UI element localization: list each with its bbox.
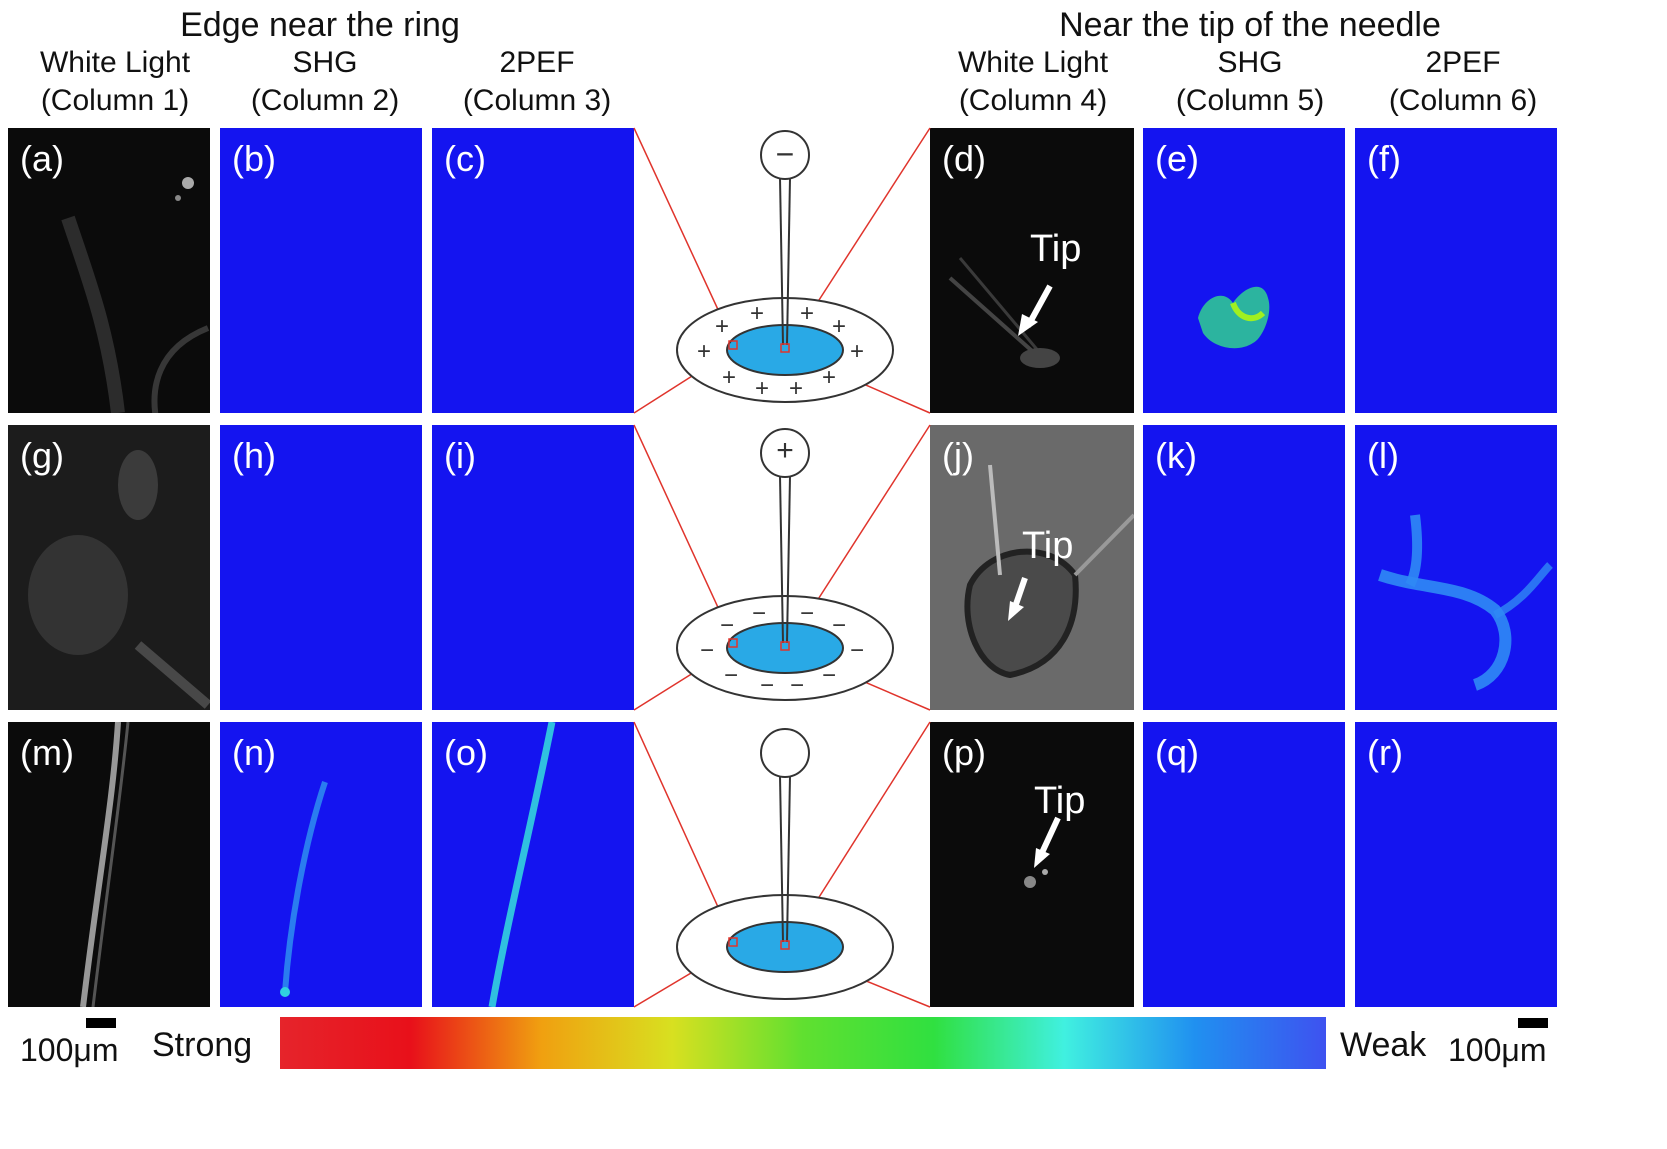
ring-sign: + (822, 364, 837, 391)
ring-sign: − (832, 612, 847, 639)
panel-l-2pef: (l) (1355, 425, 1557, 710)
column-header-4: White Light (Column 4) (928, 44, 1138, 120)
column-header-2-name: SHG (292, 46, 358, 79)
needle-sign-row-2: + (776, 434, 794, 467)
panel-h-shg: (h) (220, 425, 422, 710)
column-header-5: SHG (Column 5) (1145, 44, 1355, 120)
column-header-2: SHG (Column 2) (220, 44, 430, 120)
ring-sign: + (850, 338, 865, 365)
column-header-1-name: White Light (39, 46, 191, 79)
colorbar-strong-label: Strong (152, 1026, 253, 1064)
column-header-6: 2PEF (Column 6) (1358, 44, 1568, 120)
panel-d-label: (d) (942, 138, 986, 179)
scale-bar-right (1518, 1018, 1548, 1028)
ring-sign: − (752, 600, 767, 627)
panel-k-label: (k) (1155, 435, 1197, 476)
ring-sign: + (755, 375, 770, 402)
panel-q-label: (q) (1155, 732, 1199, 773)
ring-sign: + (715, 313, 730, 340)
panel-f-2pef: (f) (1355, 128, 1557, 413)
panel-j-label: (j) (942, 435, 974, 476)
panel-o-label: (o) (444, 732, 488, 773)
panel-e-label: (e) (1155, 138, 1199, 179)
panel-d-white-light: (d) Tip (930, 128, 1134, 413)
panel-j-texture (964, 464, 1134, 679)
panel-a-label: (a) (20, 138, 64, 179)
panel-i-2pef: (i) (432, 425, 634, 710)
column-header-3: 2PEF (Column 3) (432, 44, 642, 120)
schematic-row-3 (633, 721, 931, 1008)
group-title-left: Edge near the ring (180, 6, 460, 44)
ring-sign: + (789, 375, 804, 402)
ring-sign: − (790, 672, 805, 699)
column-header-6-number: (Column 6) (1388, 84, 1538, 117)
column-header-3-number: (Column 3) (462, 84, 612, 117)
scale-label-left: 100μm (20, 1032, 119, 1068)
panel-l-signal (1378, 514, 1553, 691)
needle-sign-row-1: − (775, 136, 795, 172)
panel-f-label: (f) (1367, 138, 1401, 179)
column-header-5-name: SHG (1217, 46, 1283, 79)
panel-h-label: (h) (232, 435, 276, 476)
ring-sign: + (750, 300, 765, 327)
panel-m-label: (m) (20, 732, 74, 773)
ring-sign: + (697, 338, 712, 365)
column-header-2-number: (Column 2) (250, 84, 400, 117)
panel-b-label: (b) (232, 138, 276, 179)
panel-o-signal (488, 722, 556, 1007)
panel-n-label: (n) (232, 732, 276, 773)
panel-d-texture (948, 257, 1060, 368)
panel-i-label: (i) (444, 435, 476, 476)
panel-j-white-light: (j) Tip (930, 425, 1134, 710)
ring-sign: − (700, 637, 715, 664)
ring-sign: + (722, 364, 737, 391)
colorbar-weak-label: Weak (1340, 1026, 1427, 1064)
ring-sign: + (800, 300, 815, 327)
panel-m-white-light: (m) (8, 722, 210, 1007)
panel-n-shg: (n) (220, 722, 422, 1007)
ring-sign: − (720, 612, 735, 639)
scale-label-right: 100μm (1448, 1032, 1547, 1068)
intensity-colorbar (280, 1017, 1326, 1069)
panel-a-texture (61, 177, 210, 413)
ring-sign: − (800, 600, 815, 627)
column-header-1: White Light (Column 1) (10, 44, 220, 120)
panel-a-white-light: (a) (8, 128, 210, 413)
panel-p-texture (1024, 816, 1061, 888)
ring-sign: − (760, 672, 775, 699)
panel-o-2pef: (o) (432, 722, 634, 1007)
panel-m-texture (80, 722, 130, 1007)
panel-c-label: (c) (444, 138, 486, 179)
panel-e-shg: (e) (1143, 128, 1345, 413)
ring-sign: − (850, 637, 865, 664)
column-header-4-number: (Column 4) (958, 84, 1108, 117)
panel-g-white-light: (g) (8, 425, 210, 710)
panel-e-signal (1198, 286, 1270, 349)
ring-sign: − (724, 662, 739, 689)
ring-sign: − (822, 662, 837, 689)
column-header-5-number: (Column 5) (1175, 84, 1325, 117)
panel-p-tip-label: Tip (1034, 780, 1086, 822)
scale-bar-left (86, 1018, 116, 1028)
panel-n-signal (280, 781, 328, 997)
column-header-4-name: White Light (957, 46, 1109, 79)
panel-k-shg: (k) (1143, 425, 1345, 710)
column-header-6-name: 2PEF (1425, 46, 1501, 79)
panel-l-label: (l) (1367, 435, 1399, 476)
panel-g-texture (28, 450, 210, 709)
ring-sign: + (832, 313, 847, 340)
panel-q-shg: (q) (1143, 722, 1345, 1007)
column-header-1-number: (Column 1) (40, 84, 190, 117)
panel-j-tip-label: Tip (1022, 525, 1074, 567)
panel-r-2pef: (r) (1355, 722, 1557, 1007)
panel-b-shg: (b) (220, 128, 422, 413)
panel-c-2pef: (c) (432, 128, 634, 413)
panel-p-white-light: (p) Tip (930, 722, 1134, 1007)
panel-p-label: (p) (942, 732, 986, 773)
panel-d-tip-label: Tip (1030, 228, 1082, 270)
panel-r-label: (r) (1367, 732, 1403, 773)
group-title-right: Near the tip of the needle (1059, 6, 1441, 44)
panel-g-label: (g) (20, 435, 64, 476)
column-header-3-name: 2PEF (499, 46, 575, 79)
